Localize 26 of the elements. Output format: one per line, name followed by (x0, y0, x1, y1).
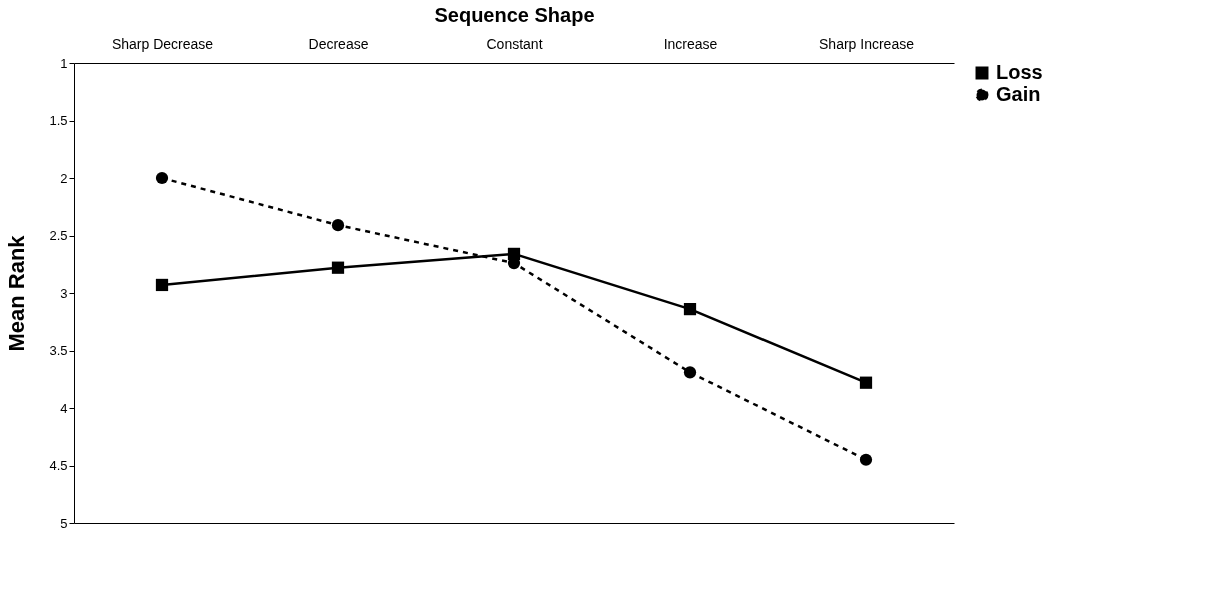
point (331, 219, 345, 232)
point (683, 302, 697, 316)
y-tick-label: 2.5 (49, 228, 68, 243)
x-tick-label: Sharp Increase (819, 35, 915, 52)
y-tick-label: 2 (60, 170, 68, 186)
x-tick-label: Sharp Decrease (111, 35, 214, 52)
x-axis-title: Sequence Shape (434, 3, 595, 26)
point (155, 171, 169, 185)
y-tick-label: 3.5 (49, 343, 68, 358)
x-tick-label: Decrease (308, 35, 369, 52)
y-tick-label: 4 (60, 400, 68, 416)
y-tick-label: 4.5 (49, 458, 68, 473)
legend-label: Gain (996, 83, 1041, 105)
y-tick-label: 1 (60, 55, 68, 71)
y-tick-label: 1.5 (49, 113, 68, 128)
x-tick-label: Constant (486, 35, 543, 52)
point (683, 366, 697, 379)
y-axis-title: Mean Rank (4, 234, 30, 352)
x-tick-label: Increase (663, 35, 718, 52)
point (155, 278, 169, 292)
y-tick-label: 5 (60, 515, 68, 531)
point (859, 376, 873, 389)
point (859, 453, 873, 466)
y-tick-label: 3 (60, 285, 68, 301)
legend-label: Loss (996, 61, 1043, 83)
point (331, 261, 345, 274)
